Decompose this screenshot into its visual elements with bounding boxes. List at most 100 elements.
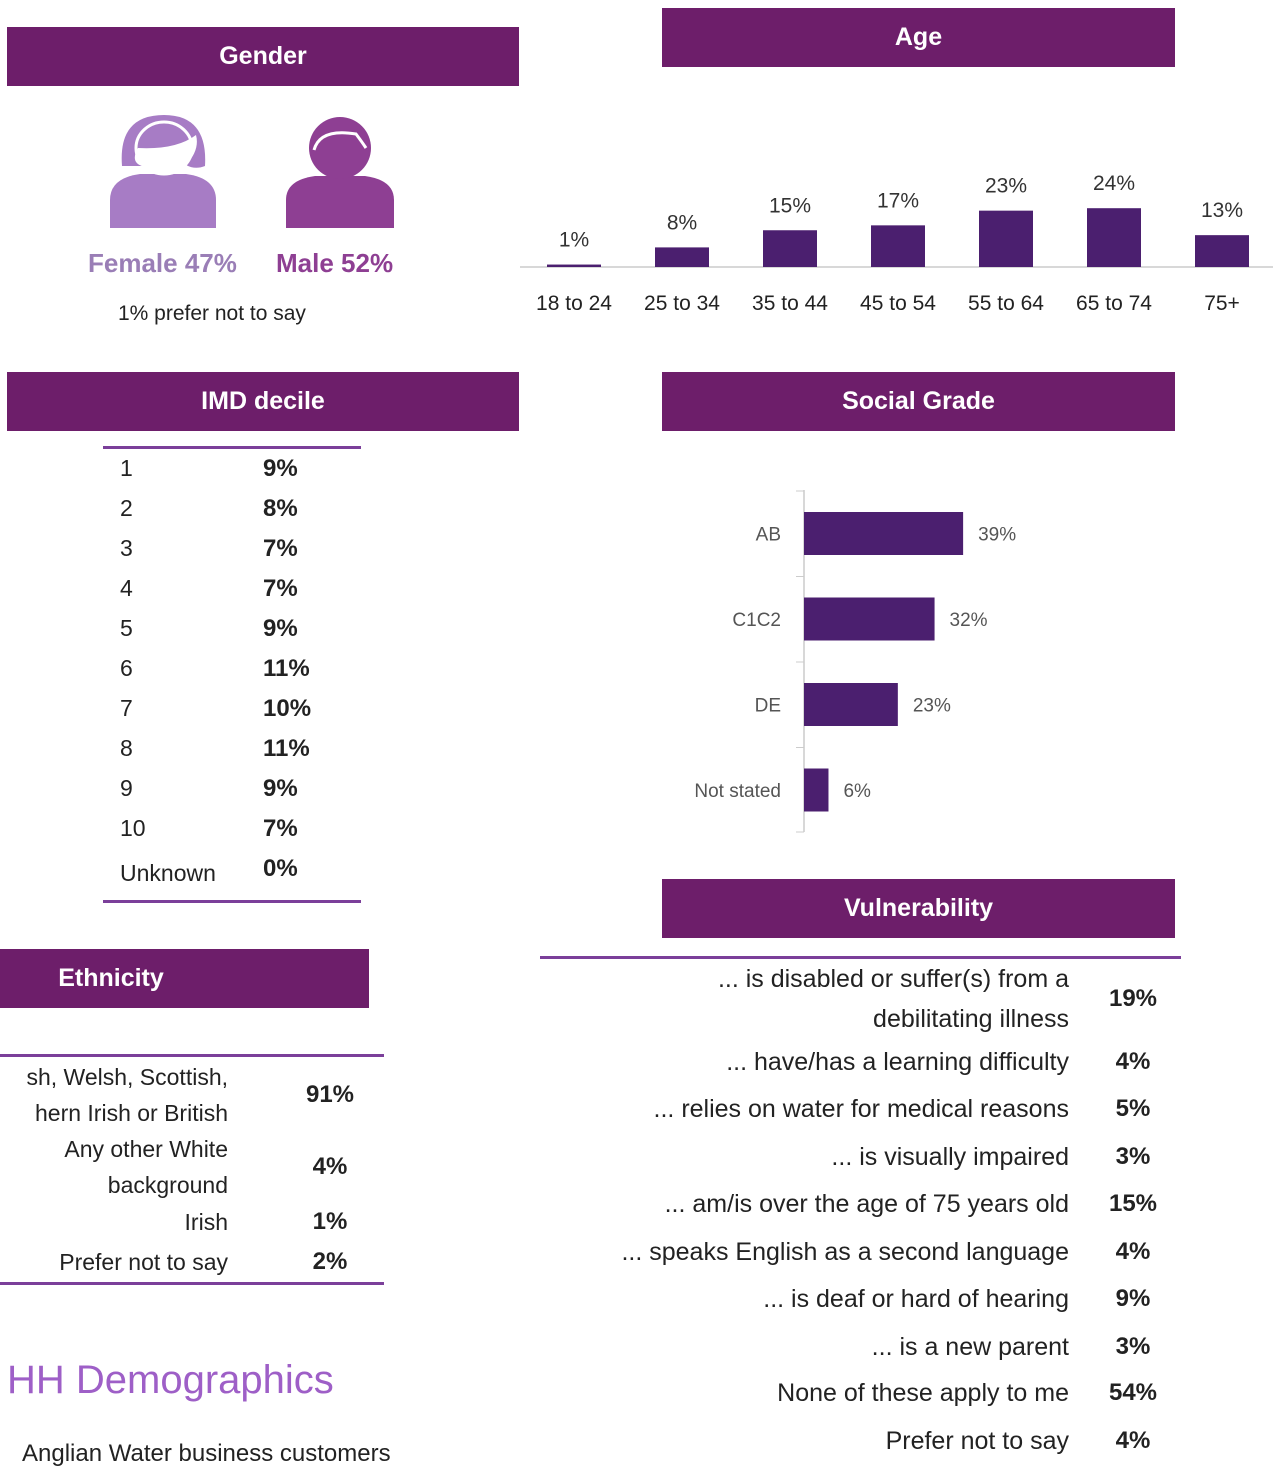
vulnerability-label: ... relies on water for medical reasons: [653, 1095, 1069, 1123]
data-label: 6%: [843, 781, 871, 802]
data-label: 8%: [667, 211, 697, 234]
x-tick-label: 55 to 64: [968, 292, 1044, 315]
imd-value: 7%: [263, 575, 298, 602]
data-label: 23%: [985, 175, 1027, 198]
ethnicity-label: sh, Welsh, Scottish, hern Irish or Briti…: [26, 1064, 228, 1126]
imd-value: 7%: [263, 815, 298, 842]
imd-value: 9%: [263, 615, 298, 642]
vulnerability-value: 19%: [1108, 985, 1158, 1012]
vulnerability-rule: [540, 956, 1181, 959]
ethnicity-value: 91%: [305, 1081, 355, 1108]
x-tick-label: 35 to 44: [752, 292, 828, 315]
bar: [979, 210, 1033, 267]
imd-label: 2: [120, 495, 133, 521]
imd-label: 3: [120, 535, 133, 561]
female-icon: [110, 115, 216, 228]
vulnerability-value: 15%: [1108, 1190, 1158, 1217]
bar: [804, 597, 935, 641]
ethnicity-rule: [0, 1054, 384, 1057]
imd-header: IMD decile: [7, 372, 519, 431]
imd-label: Unknown: [120, 860, 216, 886]
ethnicity-value: 1%: [312, 1208, 348, 1235]
ethnicity-value: 4%: [312, 1153, 348, 1180]
data-label: 1%: [559, 229, 589, 252]
imd-label: 1: [120, 455, 133, 481]
ethnicity-label: Any other White background: [64, 1136, 228, 1198]
imd-label: 5: [120, 615, 133, 641]
x-tick-label: 75+: [1204, 292, 1240, 315]
bar: [804, 512, 964, 555]
vulnerability-value: 4%: [1115, 1238, 1151, 1265]
male-label: Male 52%: [276, 248, 394, 278]
data-label: 13%: [1201, 199, 1243, 222]
x-tick-label: 18 to 24: [536, 292, 612, 315]
vulnerability-label: ... is a new parent: [871, 1333, 1069, 1361]
imd-value: 9%: [263, 775, 298, 802]
bar: [763, 230, 817, 267]
bar: [871, 225, 925, 267]
imd-value: 11%: [263, 655, 310, 682]
vulnerability-header: Vulnerability: [662, 879, 1175, 938]
vulnerability-label: ... is disabled or suffer(s) from a debi…: [717, 965, 1069, 1033]
imd-label: 8: [120, 735, 133, 761]
footnote: Anglian Water business customers: [22, 1440, 391, 1467]
imd-value: 8%: [263, 495, 298, 522]
data-label: 17%: [877, 189, 919, 212]
imd-label: 10: [120, 815, 146, 841]
ethnicity-label: Prefer not to say: [59, 1249, 228, 1275]
ethnicity-label: Irish: [184, 1209, 228, 1235]
data-label: 39%: [978, 525, 1016, 546]
imd-rule: [103, 446, 361, 449]
bar: [1195, 235, 1249, 267]
bar: [804, 768, 829, 812]
vulnerability-label: None of these apply to me: [777, 1379, 1069, 1407]
x-tick-label: 65 to 74: [1076, 292, 1152, 315]
data-label: 15%: [769, 194, 811, 217]
imd-label: 6: [120, 655, 133, 681]
ethnicity-header: Ethnicity: [0, 949, 369, 1008]
imd-value: 0%: [263, 855, 298, 882]
bar: [547, 264, 601, 267]
vulnerability-label: ... is visually impaired: [831, 1143, 1069, 1171]
bar: [1087, 208, 1141, 267]
gender-header: Gender: [7, 27, 519, 86]
vulnerability-value: 54%: [1108, 1379, 1158, 1406]
female-label: Female 47%: [88, 248, 237, 278]
bar: [804, 683, 898, 726]
imd-label: 4: [120, 575, 133, 601]
vulnerability-value: 3%: [1115, 1333, 1151, 1360]
y-tick-label: DE: [755, 696, 781, 717]
imd-value: 10%: [263, 695, 312, 722]
vulnerability-value: 4%: [1115, 1427, 1151, 1454]
male-icon: [286, 117, 394, 228]
data-label: 23%: [913, 696, 951, 717]
imd-rule: [103, 900, 361, 903]
ethnicity-rule: [0, 1282, 384, 1285]
heading: HH Demographics: [7, 1358, 334, 1402]
imd-value: 7%: [263, 535, 298, 562]
age-header: Age: [662, 8, 1175, 67]
data-label: 24%: [1093, 172, 1135, 195]
x-tick-label: 25 to 34: [644, 292, 720, 315]
vulnerability-value: 4%: [1115, 1048, 1151, 1075]
vulnerability-label: ... am/is over the age of 75 years old: [664, 1190, 1069, 1218]
y-tick-label: C1C2: [732, 610, 781, 631]
data-label: 32%: [950, 610, 988, 631]
imd-value: 11%: [263, 735, 310, 762]
bar: [655, 247, 709, 267]
x-tick-label: 45 to 54: [860, 292, 936, 315]
gender-note: 1% prefer not to say: [118, 302, 306, 325]
vulnerability-label: Prefer not to say: [885, 1427, 1069, 1455]
vulnerability-label: ... have/has a learning difficulty: [726, 1048, 1069, 1076]
ethnicity-value: 2%: [312, 1248, 348, 1275]
imd-label: 9: [120, 775, 133, 801]
y-tick-label: AB: [756, 525, 781, 546]
y-tick-label: Not stated: [694, 781, 781, 802]
vulnerability-value: 5%: [1115, 1095, 1151, 1122]
vulnerability-value: 9%: [1115, 1285, 1151, 1312]
vulnerability-value: 3%: [1115, 1143, 1151, 1170]
vulnerability-label: ... is deaf or hard of hearing: [763, 1285, 1069, 1313]
imd-value: 9%: [263, 455, 298, 482]
